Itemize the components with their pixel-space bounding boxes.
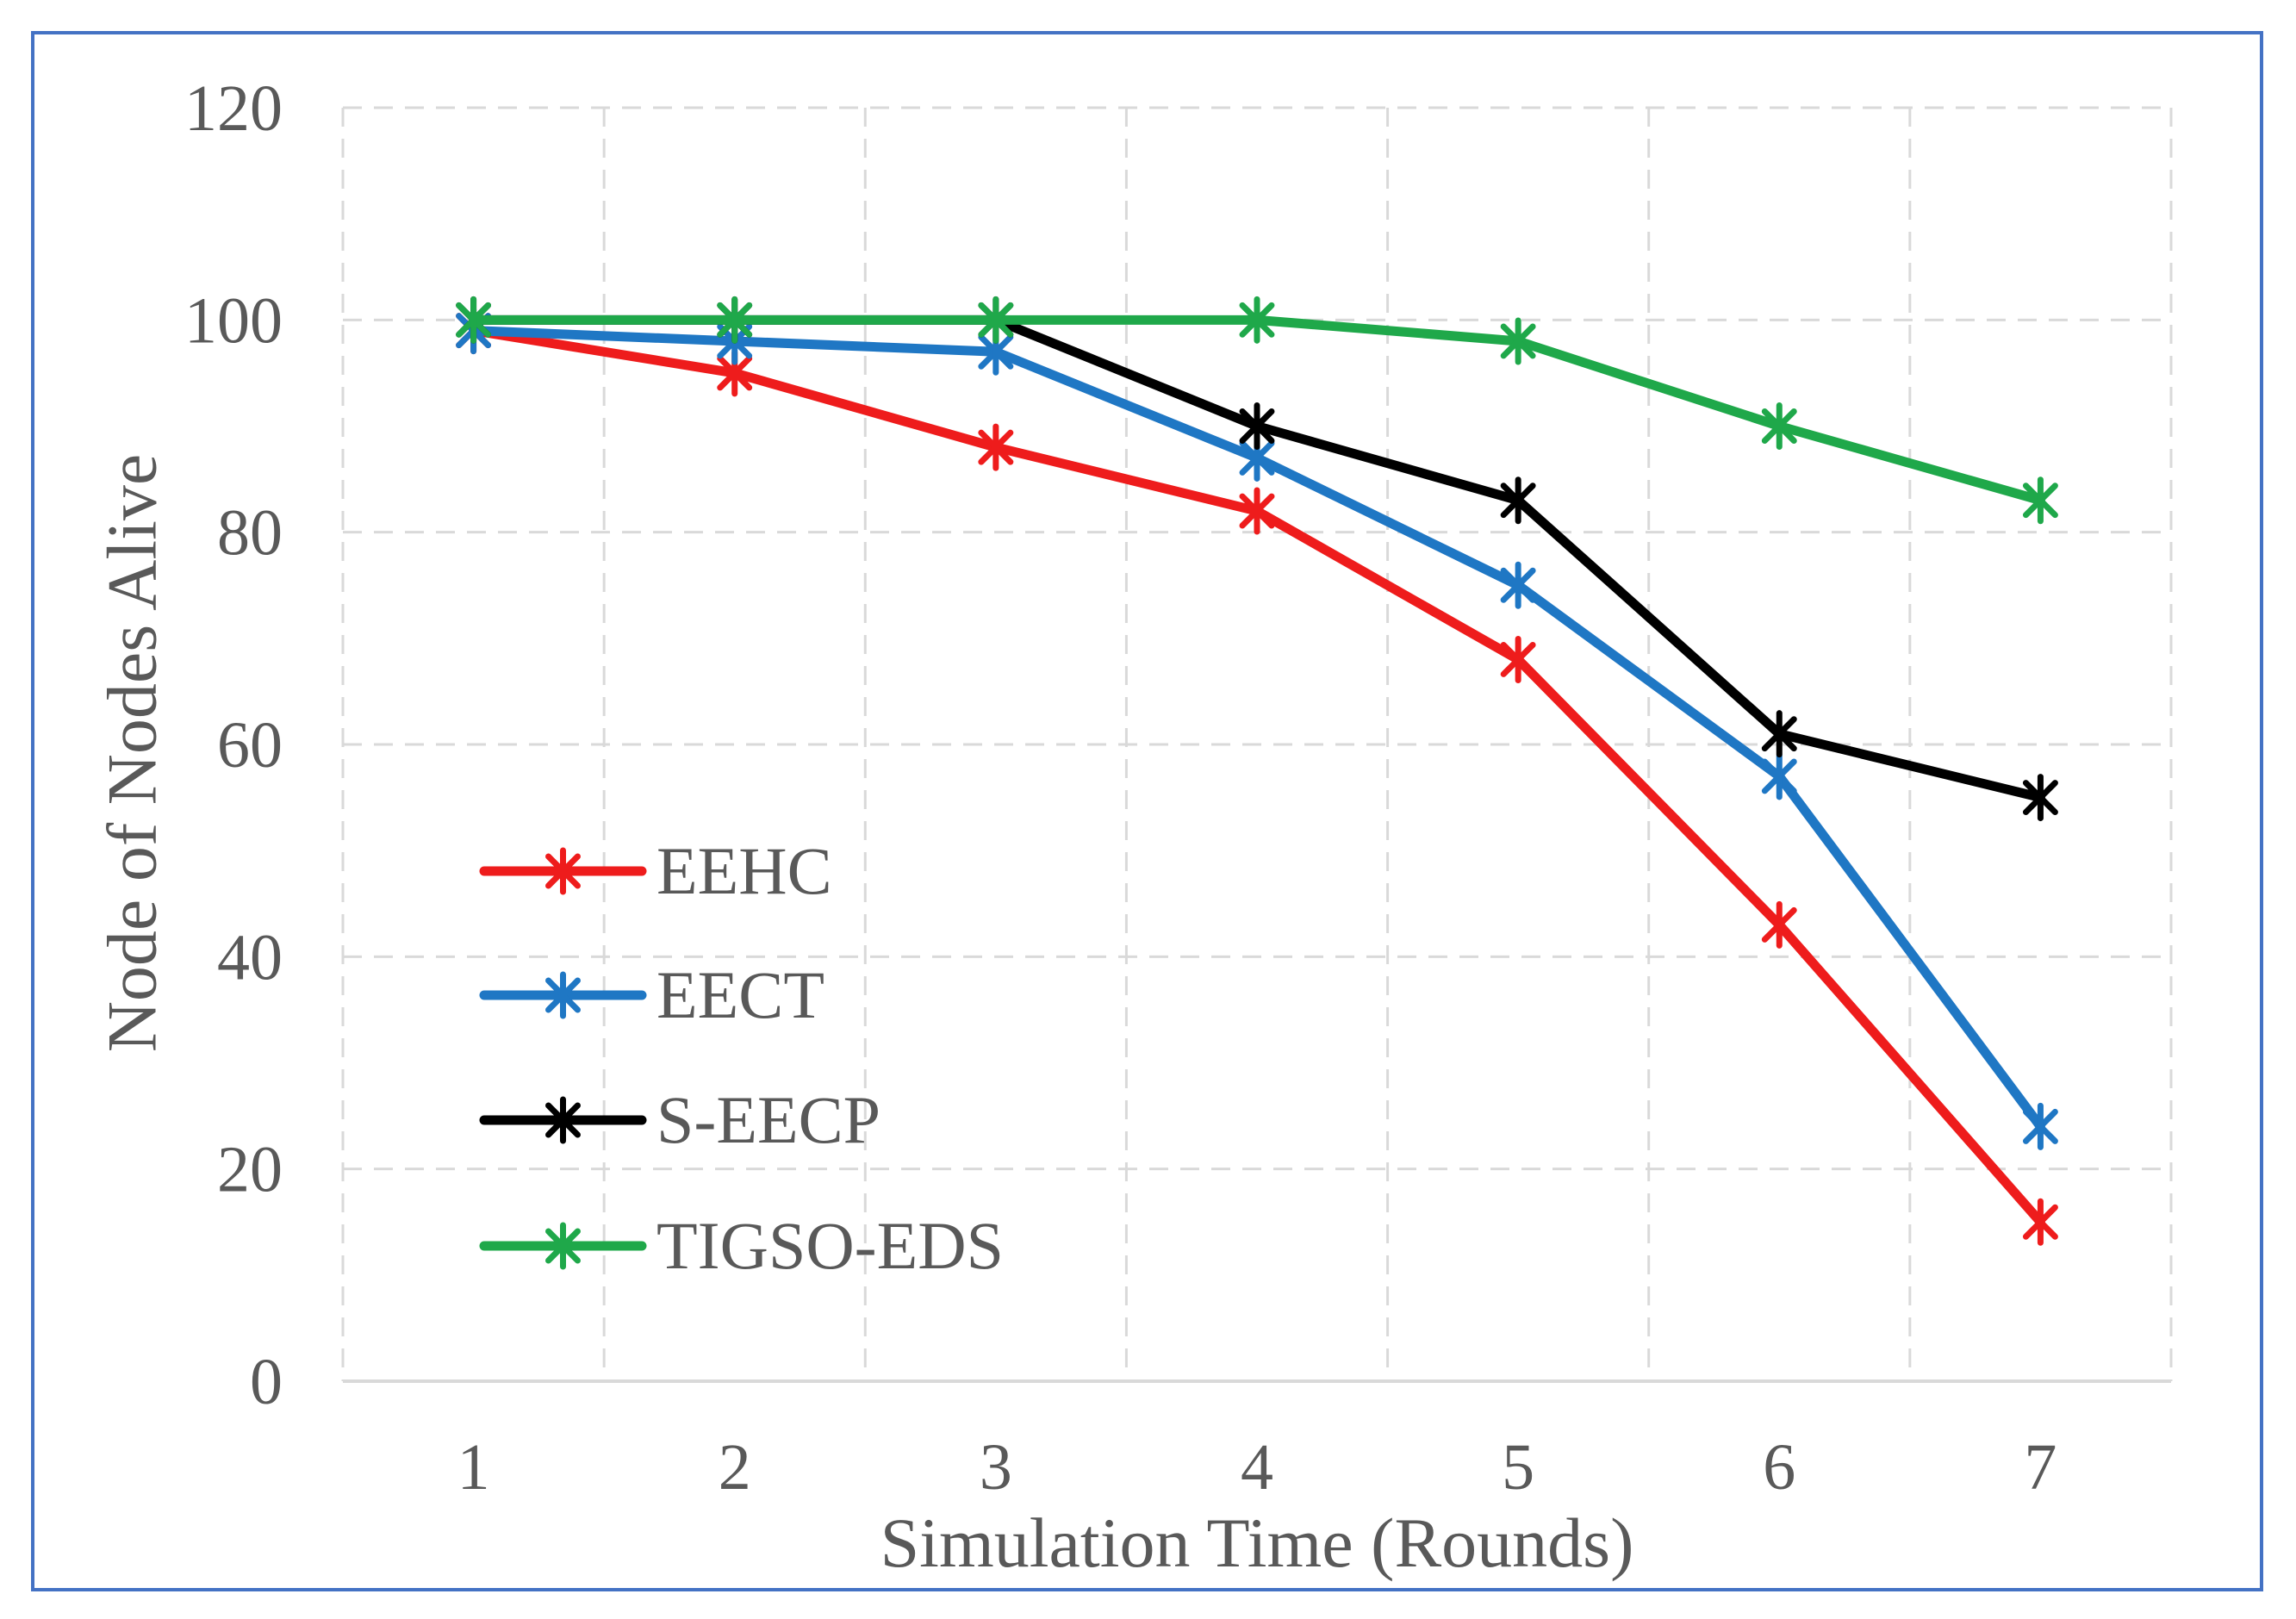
data-point-marker (2022, 1102, 2058, 1150)
data-point-marker (2022, 476, 2058, 525)
x-tick-label: 2 (719, 1431, 751, 1504)
series-line (469, 314, 2045, 803)
series-s-eecp (456, 296, 2058, 822)
data-point-marker (978, 296, 1014, 344)
x-tick-label: 5 (1502, 1431, 1534, 1504)
legend-item: TIGSO-EDS (479, 1208, 1004, 1283)
data-point-marker (1239, 402, 1275, 450)
data-point-marker (1239, 487, 1275, 535)
legend-marker (545, 1096, 581, 1144)
series-layer (456, 296, 2058, 1246)
y-tick-label: 40 (217, 921, 283, 993)
y-tick-label: 120 (184, 72, 283, 145)
legend-marker (545, 1222, 581, 1270)
x-tick-label: 7 (2024, 1431, 2056, 1504)
legend-label: EEHC (656, 833, 832, 908)
data-point-marker (2022, 1198, 2058, 1246)
x-tick-label: 3 (980, 1431, 1012, 1504)
x-tick-label: 4 (1241, 1431, 1273, 1504)
data-point-marker (456, 296, 492, 344)
y-tick-label: 60 (217, 709, 283, 781)
data-point-marker (978, 423, 1014, 471)
data-point-marker (1500, 317, 1536, 365)
data-point-marker (1761, 710, 1797, 758)
data-point-marker (717, 296, 753, 344)
legend-label: EECT (656, 957, 824, 1032)
legend-item: S-EECP (479, 1082, 880, 1157)
legend-marker (545, 971, 581, 1019)
data-point-marker (1761, 752, 1797, 800)
grid (341, 106, 2173, 1383)
legend-marker (545, 847, 581, 895)
legend-label: S-EECP (656, 1082, 880, 1157)
legend-item: EEHC (479, 833, 832, 908)
data-point-marker (1761, 402, 1797, 450)
legend-label: TIGSO-EDS (656, 1208, 1004, 1283)
legend-item: EECT (479, 957, 824, 1032)
y-axis-title: Node of Nodes Alive (93, 454, 171, 1053)
series-tigso-eds (456, 296, 2058, 525)
x-axis-ticks: 1 2 3 4 5 6 7 (457, 1431, 2057, 1504)
x-tick-label: 1 (457, 1431, 490, 1504)
x-tick-label: 6 (1763, 1431, 1795, 1504)
data-point-marker (1500, 476, 1536, 525)
y-tick-label: 100 (184, 284, 283, 357)
data-point-marker (1761, 900, 1797, 949)
data-point-marker (2022, 774, 2058, 822)
legend: EEHC EECT S-EECP TIGSO-EDS (479, 833, 1004, 1283)
x-axis-title: Simulation Time (Rounds) (880, 1504, 1634, 1582)
data-point-marker (1239, 296, 1275, 344)
y-tick-label: 20 (217, 1134, 283, 1206)
y-tick-label: 0 (250, 1346, 283, 1418)
data-point-marker (1500, 635, 1536, 683)
chart-frame (31, 31, 2263, 1591)
y-axis-ticks: 0 20 40 60 80 100 120 (184, 72, 283, 1418)
y-tick-label: 80 (217, 497, 283, 570)
data-point-marker (1500, 561, 1536, 609)
